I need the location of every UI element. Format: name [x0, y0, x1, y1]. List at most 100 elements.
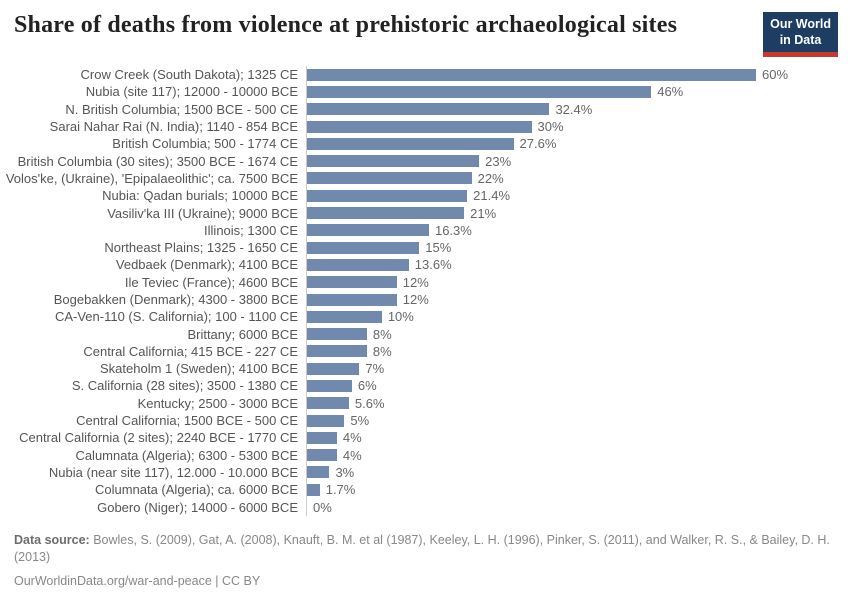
bar-track: 21%: [306, 204, 850, 222]
owid-logo[interactable]: Our World in Data: [763, 12, 838, 58]
value-label: 12%: [402, 292, 429, 307]
value-label: 27.6%: [519, 136, 557, 152]
bar[interactable]: [307, 258, 409, 271]
value-label: 21.4%: [473, 188, 511, 204]
bar[interactable]: [307, 362, 360, 375]
category-label: British Columbia; 500 - 1774 CE: [112, 136, 298, 152]
value-label: 23%: [485, 153, 512, 169]
bar[interactable]: [307, 85, 652, 98]
bar[interactable]: [307, 345, 367, 358]
category-label: CA-Ven-110 (S. California); 100 - 1100 C…: [54, 309, 298, 325]
bar-track: 22%: [306, 169, 850, 188]
value-label: 7%: [365, 361, 385, 377]
bar[interactable]: [307, 379, 352, 392]
bar-chart: Crow Creek (South Dakota); 1325 CE 60% Nub…: [0, 66, 850, 516]
bar[interactable]: [307, 483, 320, 496]
value-label: 6%: [357, 378, 377, 394]
category-label: S. California (28 sites); 3500 - 1380 CE: [71, 378, 298, 394]
bar[interactable]: [307, 68, 756, 81]
chart-row: Brittany; 6000 BCE 8%: [0, 325, 850, 343]
category-label: Gobero (Niger); 14000 - 6000 BCE: [97, 499, 298, 515]
bar[interactable]: [307, 397, 349, 410]
bar-track: 12%: [306, 290, 850, 309]
chart-row: Volos'ke, (Ukraine), 'Epipalaeolithic'; …: [0, 169, 850, 188]
category-label: Central California; 1500 BCE - 500 CE: [76, 413, 298, 429]
bar-track: 8%: [306, 342, 850, 361]
bar[interactable]: [307, 207, 465, 220]
category-label: Crow Creek (South Dakota); 1325 CE: [80, 67, 298, 83]
bar-track: 3%: [306, 463, 850, 482]
value-label: 8%: [372, 326, 392, 342]
bar[interactable]: [307, 414, 345, 427]
category-label: British Columbia (30 sites); 3500 BCE - …: [17, 153, 298, 169]
category-label: Northeast Plains; 1325 - 1650 CE: [104, 240, 298, 256]
bar-track: 7%: [306, 360, 850, 378]
chart-row: Nubia (near site 117), 12.000 - 10.000 B…: [0, 463, 850, 482]
data-source-label: Data source:: [14, 532, 90, 547]
bar[interactable]: [307, 155, 480, 168]
chart-row: Ile Teviec (France); 4600 BCE 12%: [0, 273, 850, 291]
value-label: 60%: [762, 67, 789, 83]
bar-track: 21.4%: [306, 187, 850, 205]
chart-row: Sarai Nahar Rai (N. India); 1140 - 854 B…: [0, 117, 850, 136]
category-label: Kentucky; 2500 - 3000 BCE: [137, 395, 298, 411]
chart-row: Gobero (Niger); 14000 - 6000 BCE 0%: [0, 498, 850, 516]
category-label: Central California; 415 BCE - 227 CE: [83, 343, 298, 359]
bar[interactable]: [307, 137, 514, 150]
chart-row: Kentucky; 2500 - 3000 BCE 5.6%: [0, 394, 850, 412]
bar[interactable]: [307, 241, 420, 254]
chart-row: N. British Columbia; 1500 BCE - 500 CE 32…: [0, 100, 850, 118]
bar[interactable]: [307, 449, 337, 462]
value-label: 4%: [342, 447, 362, 463]
bar[interactable]: [307, 172, 472, 185]
data-source-text: Bowles, S. (2009), Gat, A. (2008), Knauf…: [14, 532, 830, 565]
bar-track: 5%: [306, 411, 850, 430]
bar-track: 1.7%: [306, 481, 850, 499]
footer: Data source: Bowles, S. (2009), Gat, A. …: [14, 532, 836, 591]
chart-row: Skateholm 1 (Sweden); 4100 BCE 7%: [0, 360, 850, 378]
chart-row: Crow Creek (South Dakota); 1325 CE 60%: [0, 66, 850, 84]
bar[interactable]: [307, 310, 382, 323]
bar-track: 5.6%: [306, 394, 850, 412]
bar-track: 60%: [306, 66, 850, 84]
chart-row: Vasiliv'ka III (Ukraine); 9000 BCE 21%: [0, 204, 850, 222]
category-label: Brittany; 6000 BCE: [187, 326, 298, 342]
bar[interactable]: [307, 466, 330, 479]
category-label: Bogebakken (Denmark); 4300 - 3800 BCE: [53, 292, 298, 307]
chart-row: S. California (28 sites); 3500 - 1380 CE…: [0, 377, 850, 395]
category-label: Sarai Nahar Rai (N. India); 1140 - 854 B…: [49, 119, 298, 135]
category-label: Vasiliv'ka III (Ukraine); 9000 BCE: [107, 205, 298, 221]
data-source-line: Data source: Bowles, S. (2009), Gat, A. …: [14, 532, 832, 568]
chart-row: Illinois; 1300 CE 16.3%: [0, 221, 850, 239]
bar-track: 4%: [306, 429, 850, 447]
bar[interactable]: [307, 276, 397, 289]
bar[interactable]: [307, 103, 550, 116]
category-label: Central California (2 sites); 2240 BCE -…: [19, 430, 298, 446]
bar[interactable]: [307, 120, 532, 133]
value-label: 5%: [350, 413, 370, 429]
chart-row: Northeast Plains; 1325 - 1650 CE 15%: [0, 238, 850, 257]
bar-track: 8%: [306, 325, 850, 343]
category-label: Ile Teviec (France); 4600 BCE: [124, 274, 298, 290]
bar[interactable]: [307, 431, 337, 444]
category-label: Illinois; 1300 CE: [204, 222, 298, 238]
value-label: 10%: [387, 309, 414, 325]
bar-track: 30%: [306, 117, 850, 136]
chart-row: CA-Ven-110 (S. California); 100 - 1100 C…: [0, 308, 850, 326]
bar[interactable]: [307, 328, 367, 341]
category-label: Calumnata (Algeria); 6300 - 5300 BCE: [75, 447, 298, 463]
bar-track: 13.6%: [306, 256, 850, 274]
value-label: 4%: [342, 430, 362, 446]
value-label: 21%: [470, 205, 497, 221]
bar[interactable]: [307, 293, 397, 306]
bar[interactable]: [307, 189, 468, 202]
bar-rows: Crow Creek (South Dakota); 1325 CE 60% Nub…: [0, 66, 850, 516]
chart-row: Central California; 415 BCE - 227 CE 8%: [0, 342, 850, 361]
category-label: Nubia: Qadan burials; 10000 BCE: [102, 188, 298, 204]
value-label: 12%: [402, 274, 429, 290]
citation-link-line[interactable]: OurWorldinData.org/war-and-peace | CC BY: [14, 574, 261, 589]
category-label: Volos'ke, (Ukraine), 'Epipalaeolithic'; …: [5, 170, 298, 186]
bar[interactable]: [307, 224, 429, 237]
chart-row: Nubia (site 117); 12000 - 10000 BCE 46%: [0, 83, 850, 101]
